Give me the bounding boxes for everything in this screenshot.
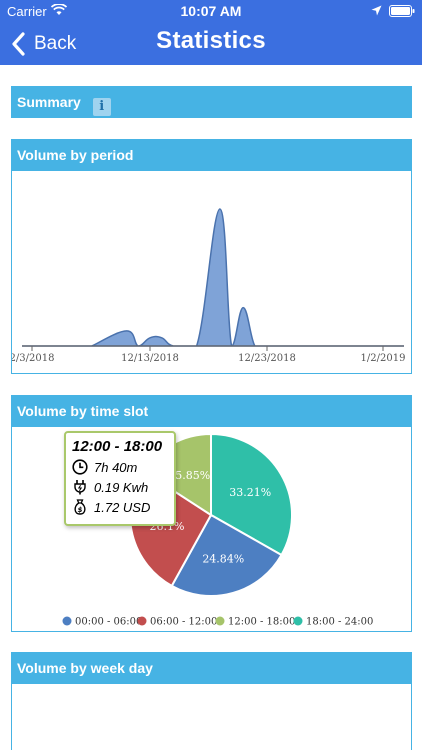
x-tick-label: 12/13/2018 [121, 353, 179, 364]
location-arrow-icon [371, 5, 382, 16]
pie-slice-label: 15.85% [168, 469, 210, 482]
volume-by-period-header: Volume by period [11, 139, 412, 171]
carrier-label: Carrier [7, 4, 47, 19]
tooltip-duration-row: 7h 40m [72, 459, 168, 475]
tooltip-energy-row: 0.19 Kwh [72, 479, 168, 495]
volume-by-week-day-title: Volume by week day [17, 660, 153, 676]
summary-label: Summary [17, 94, 81, 110]
money-bag-icon: $ [74, 499, 86, 515]
pie-tooltip: 12:00 - 18:00 7h 40m 0.19 Kwh $ 1.72 USD [64, 431, 176, 526]
status-bar: Carrier 10:07 AM [0, 0, 422, 22]
pie-slice[interactable] [170, 513, 283, 597]
legend-label[interactable]: 06:00 - 12:00 [150, 617, 217, 628]
navigation-bar: Carrier 10:07 AM Back Statistics [0, 0, 422, 65]
x-tick-label: 12/23/2018 [238, 353, 296, 364]
back-button[interactable]: Back [10, 30, 76, 58]
tooltip-cost: 1.72 USD [94, 499, 151, 515]
area-chart-svg: 2/3/2018 12/13/2018 12/23/2018 1/2/2019 [10, 208, 406, 364]
pie-slice-label: 33.21% [229, 486, 271, 499]
tooltip-energy: 0.19 Kwh [94, 479, 149, 495]
legend-marker [62, 616, 72, 626]
tooltip-duration: 7h 40m [94, 459, 138, 475]
legend-label[interactable]: 00:00 - 06:00 [75, 617, 142, 628]
legend-marker [137, 616, 147, 626]
back-label: Back [34, 33, 77, 54]
x-tick-label: 2/3/2018 [12, 353, 54, 364]
svg-text:$: $ [78, 506, 83, 514]
plug-icon [74, 480, 86, 495]
status-time: 10:07 AM [180, 3, 242, 19]
volume-by-week-day-chart [11, 684, 412, 750]
legend-marker [215, 616, 225, 626]
pie-slice-label: 24.84% [202, 553, 244, 566]
battery-icon [389, 5, 415, 17]
tooltip-title: 12:00 - 18:00 [72, 438, 163, 455]
chevron-left-icon [12, 32, 25, 56]
area-series [22, 208, 404, 347]
volume-by-period-chart: 2/3/2018 12/13/2018 12/23/2018 1/2/2019 [10, 171, 412, 374]
tooltip-cost-row: $ 1.72 USD [72, 499, 168, 515]
info-icon[interactable]: i [92, 98, 111, 116]
x-tick-label: 1/2/2019 [361, 353, 406, 364]
volume-by-time-slot-title: Volume by time slot [17, 403, 149, 419]
volume-by-period-title: Volume by period [17, 147, 134, 163]
legend-marker [293, 616, 303, 626]
legend-label[interactable]: 12:00 - 18:00 [228, 617, 295, 628]
page-title: Statistics [156, 27, 266, 54]
summary-header[interactable]: Summary i [11, 86, 412, 118]
wifi-icon [51, 4, 67, 15]
volume-by-week-day-header: Volume by week day [11, 652, 412, 684]
legend-label[interactable]: 18:00 - 24:00 [306, 617, 373, 628]
pie-slice[interactable] [210, 432, 293, 557]
volume-by-time-slot-header: Volume by time slot [11, 395, 412, 427]
clock-icon [72, 459, 88, 475]
